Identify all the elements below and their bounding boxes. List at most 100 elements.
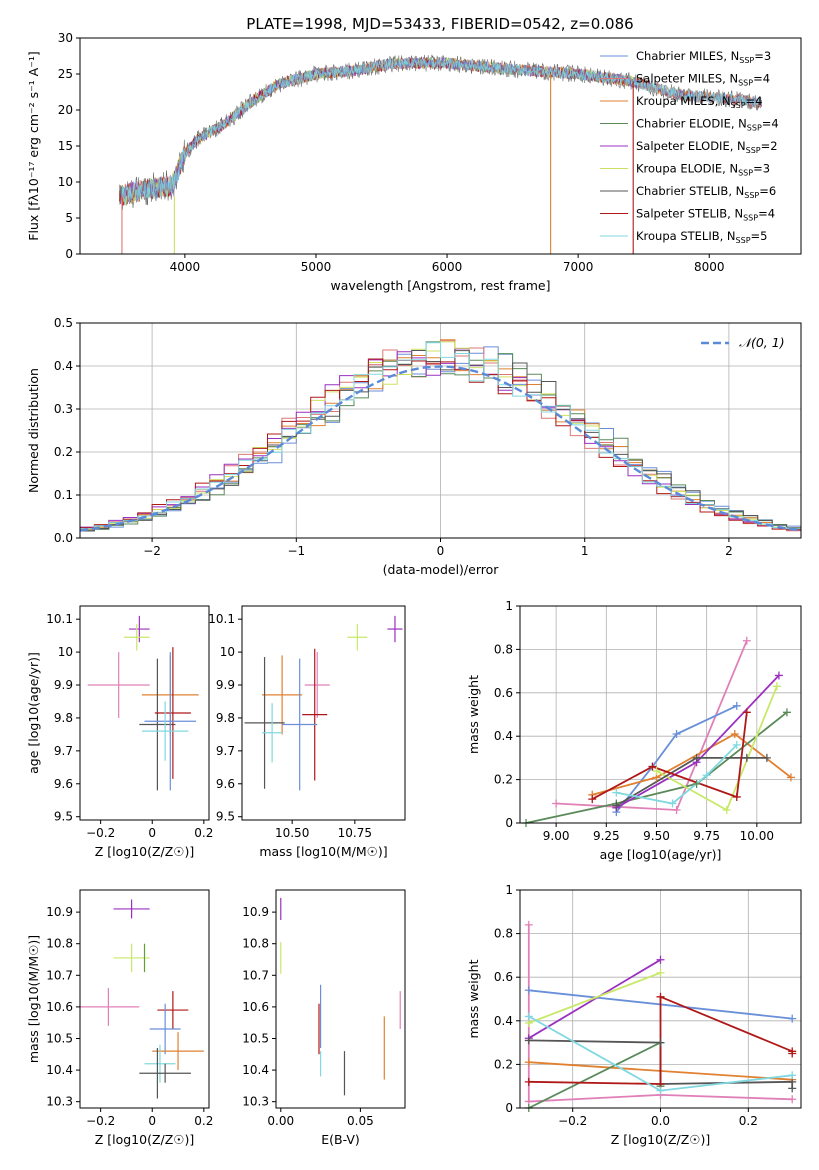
x-axis-label: Z [log10(Z/Z☉)] <box>611 1132 711 1147</box>
axes-frame <box>79 37 802 255</box>
legend-label: Kroupa MILES, NSSP=4 <box>636 94 762 110</box>
y-tick-label: 0.4 <box>494 1014 513 1028</box>
y-tick-label: 10.9 <box>242 905 269 919</box>
y-axis-label: Flux [fλ10⁻¹⁷ erg cm⁻² s⁻¹ A⁻¹] <box>26 51 41 240</box>
y-tick-label: 9.9 <box>54 678 73 692</box>
series-line <box>615 757 767 807</box>
series-marker <box>722 805 731 814</box>
series-line <box>591 712 748 800</box>
y-tick-label: 10.8 <box>46 937 73 951</box>
x-tick-label: 0 <box>148 826 156 840</box>
panel-mass-vs-Z: −0.2 0 0.2 10.3 10.4 10.5 10.6 10.7 10.8 10.9 Z [l… <box>26 889 213 1147</box>
legend-label: Kroupa STELIB, NSSP=5 <box>636 229 767 245</box>
legend-nssp: =3 <box>753 162 770 176</box>
y-tick-label: 25 <box>58 67 73 81</box>
y-tick-label: 10 <box>58 175 73 189</box>
histogram-step <box>80 358 801 538</box>
legend-nssp: =5 <box>751 229 768 243</box>
y-tick-label: 9.6 <box>216 777 235 791</box>
legend-subscript: SSP <box>747 124 762 133</box>
y-tick-label: 10.3 <box>46 1095 73 1109</box>
y-tick-label: 0.4 <box>494 729 513 743</box>
plot-area <box>80 899 204 1099</box>
legend-model: Salpeter MILES, N <box>636 72 738 86</box>
legend-label: Chabrier ELODIE, NSSP=4 <box>636 117 779 133</box>
y-tick-label: 30 <box>58 31 73 45</box>
axes-frame <box>519 605 802 824</box>
y-tick-label: 15 <box>58 139 73 153</box>
series-marker <box>612 801 621 810</box>
x-axis-label: Z [log10(Z/Z☉)] <box>95 844 195 859</box>
y-tick-label: 0.3 <box>54 402 73 416</box>
series-marker <box>788 1084 797 1093</box>
axes-frame <box>519 889 802 1109</box>
x-tick-label: 9.00 <box>543 829 570 843</box>
axes-frame <box>275 889 406 1109</box>
x-tick-label: 0.2 <box>194 826 213 840</box>
legend-subscript: SSP <box>731 101 746 110</box>
legend-label: Chabrier STELIB, NSSP=6 <box>636 184 776 200</box>
x-axis-label: age [log10(age/yr)] <box>600 847 722 862</box>
x-axis-label: (data-model)/error <box>383 562 500 577</box>
y-tick-label: 0.5 <box>54 316 73 330</box>
x-tick-label: 2 <box>725 544 733 558</box>
plot-area <box>80 323 801 538</box>
series-marker <box>672 730 681 739</box>
y-tick-label: 10 <box>58 645 73 659</box>
x-tick-label: 4000 <box>170 260 201 274</box>
series-marker <box>762 753 771 762</box>
series-marker <box>524 1036 533 1045</box>
series-line <box>616 744 738 805</box>
legend-subscript: SSP <box>746 146 761 155</box>
y-tick-label: 0.2 <box>54 445 73 459</box>
y-tick-label: 10.1 <box>208 612 235 626</box>
panel-age-vs-Z: −0.2 0 0.2 9.5 9.6 9.7 9.8 9.9 10 10.1 Z [log10(Z/… <box>26 605 213 859</box>
y-tick-label: 5 <box>65 211 73 225</box>
legend-nssp: =3 <box>754 49 771 63</box>
y-tick-label: 9.8 <box>54 711 73 725</box>
plot-area <box>520 606 801 823</box>
series-marker <box>774 671 783 680</box>
panel-age-vs-mass: 10.50 10.75 9.5 9.6 9.7 9.8 9.9 10 10.1 mass [log… <box>208 605 406 859</box>
y-tick-label: 10.5 <box>242 1031 269 1045</box>
series-marker <box>692 753 701 762</box>
series-marker <box>668 799 677 808</box>
legend-model: Salpeter ELODIE, N <box>636 139 746 153</box>
legend-subscript: SSP <box>738 79 753 88</box>
series-marker <box>742 708 751 717</box>
x-tick-label: 9.50 <box>643 829 670 843</box>
series-line <box>592 732 792 796</box>
series-marker <box>702 771 711 780</box>
x-tick-label: 0.05 <box>347 1114 374 1128</box>
y-tick-label: 0.1 <box>54 488 73 502</box>
series-marker <box>732 792 741 801</box>
y-axis-label: mass weight <box>466 675 481 754</box>
y-tick-label: 10.9 <box>46 905 73 919</box>
y-tick-label: 10.7 <box>242 968 269 982</box>
y-tick-label: 10.3 <box>242 1095 269 1109</box>
y-tick-label: 9.9 <box>216 678 235 692</box>
y-tick-label: 10.5 <box>46 1031 73 1045</box>
legend-nssp: =4 <box>758 207 775 221</box>
y-tick-label: 0.8 <box>494 642 513 656</box>
y-axis-label: age [log10(age/yr)] <box>26 652 41 774</box>
legend-nssp: =6 <box>759 184 776 198</box>
y-tick-label: 0.6 <box>494 686 513 700</box>
x-axis-label: mass [log10(M/M☉)] <box>259 844 387 859</box>
y-tick-label: 9.7 <box>54 744 73 758</box>
y-tick-label: 10.6 <box>242 1000 269 1014</box>
x-tick-label: 0.0 <box>651 1114 670 1128</box>
legend-subscript: SSP <box>736 236 751 245</box>
x-tick-label: 6000 <box>432 260 463 274</box>
x-tick-label: 1 <box>581 544 589 558</box>
legend-model: Kroupa MILES, N <box>636 94 731 108</box>
x-tick-label: 5000 <box>301 260 332 274</box>
figure-title: PLATE=1998, MJD=53433, FIBERID=0542, z=0… <box>246 15 633 33</box>
y-tick-label: 9.7 <box>216 744 235 758</box>
series-marker <box>788 1095 797 1104</box>
series-marker <box>788 1049 797 1058</box>
x-tick-label: 0.2 <box>194 1114 213 1128</box>
legend-nssp: =4 <box>762 117 779 131</box>
series-marker <box>742 753 751 762</box>
